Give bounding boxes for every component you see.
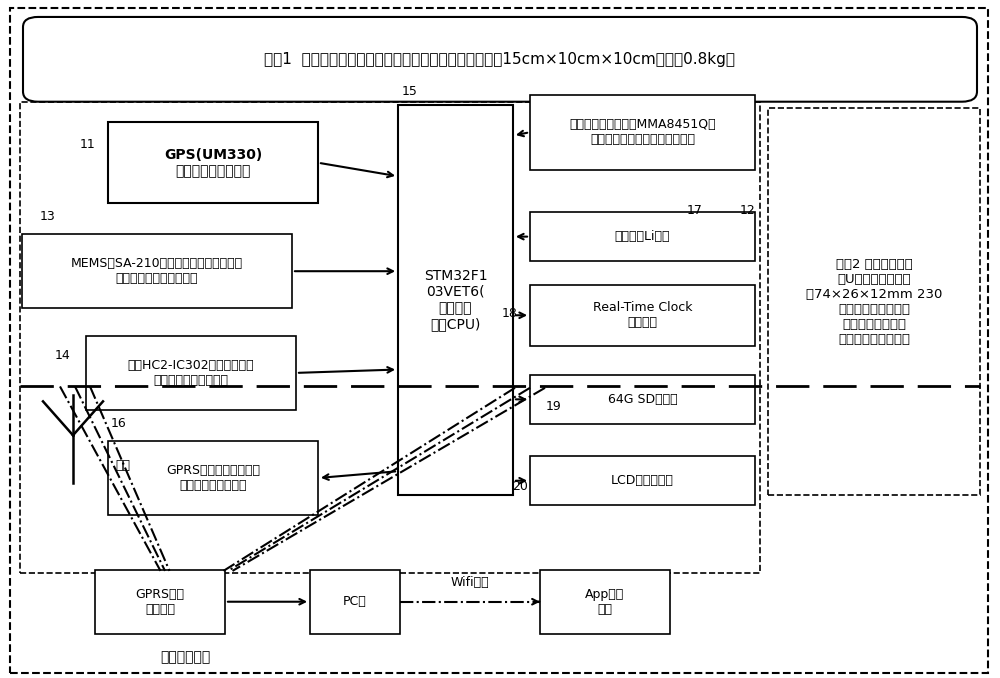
Text: 瑞士HC2-IC302温湿度传感器
牧食行为处温湿度监测: 瑞士HC2-IC302温湿度传感器 牧食行为处温湿度监测 <box>128 359 254 387</box>
Text: LCD液晶显示屏: LCD液晶显示屏 <box>611 474 674 487</box>
Text: 硬件2 安装于羊右额
的U盘式微型摄像机
（74×26×12mm 230
克，音视频信号采集
用于反刍、采食行
为、食性选择检测）: 硬件2 安装于羊右额 的U盘式微型摄像机 （74×26×12mm 230 克，音… <box>806 258 942 346</box>
Text: 19: 19 <box>546 400 562 414</box>
Text: App接收
终端: App接收 终端 <box>585 588 625 616</box>
FancyBboxPatch shape <box>23 17 977 102</box>
Text: PC机: PC机 <box>343 595 367 608</box>
Text: 18: 18 <box>502 307 518 321</box>
Bar <box>530 212 755 261</box>
Text: 超高性能Li电源: 超高性能Li电源 <box>615 230 670 243</box>
Text: Real-Time Clock
实时时钟: Real-Time Clock 实时时钟 <box>593 301 692 330</box>
Text: 64G SD存储卡: 64G SD存储卡 <box>608 393 677 406</box>
Bar <box>108 122 318 203</box>
Text: 天线: 天线 <box>115 459 130 473</box>
Bar <box>108 441 318 515</box>
Bar <box>310 570 400 634</box>
Text: Wifi数传: Wifi数传 <box>451 576 489 589</box>
Bar <box>540 570 670 634</box>
Bar <box>20 102 760 573</box>
Text: 20: 20 <box>512 480 528 494</box>
Text: 13: 13 <box>40 210 56 224</box>
Bar <box>398 105 513 495</box>
Text: GPRS无线
接收模块: GPRS无线 接收模块 <box>136 588 184 616</box>
Text: 串行通讯方式: 串行通讯方式 <box>160 651 210 664</box>
Text: STM32F1
03VET6(
高性能嵌
入式CPU): STM32F1 03VET6( 高性能嵌 入式CPU) <box>424 268 487 332</box>
Text: 三轴加速度传感器（MMA8451Q）
（站立、卧息、游走行为检测）: 三轴加速度传感器（MMA8451Q） （站立、卧息、游走行为检测） <box>569 118 716 146</box>
Bar <box>530 375 755 424</box>
Text: GPS(UM330)
定位与牧食路径监测: GPS(UM330) 定位与牧食路径监测 <box>164 148 262 178</box>
Bar <box>530 285 755 346</box>
Text: 硬件1  安装于羊背上的传感器检测与数据传输系统（体积15cm×10cm×10cm，重量0.8kg）: 硬件1 安装于羊背上的传感器检测与数据传输系统（体积15cm×10cm×10cm… <box>264 52 736 67</box>
Bar <box>86 336 296 410</box>
Text: 15: 15 <box>402 85 418 98</box>
Text: 17: 17 <box>687 203 703 217</box>
Text: 12: 12 <box>740 203 756 217</box>
Text: 16: 16 <box>111 416 127 430</box>
Bar <box>530 456 755 505</box>
Bar <box>22 234 292 308</box>
Text: MEMS型SA-210非叶轮式风速风向传感器
牧食行为处风速风向监测: MEMS型SA-210非叶轮式风速风向传感器 牧食行为处风速风向监测 <box>71 257 243 285</box>
Text: GPRS无线数据传输模块
处理后数据无线传输: GPRS无线数据传输模块 处理后数据无线传输 <box>166 464 260 492</box>
Bar <box>530 95 755 170</box>
Text: 11: 11 <box>80 138 96 151</box>
Bar <box>95 570 225 634</box>
Bar <box>768 108 980 495</box>
Text: 14: 14 <box>55 349 71 363</box>
